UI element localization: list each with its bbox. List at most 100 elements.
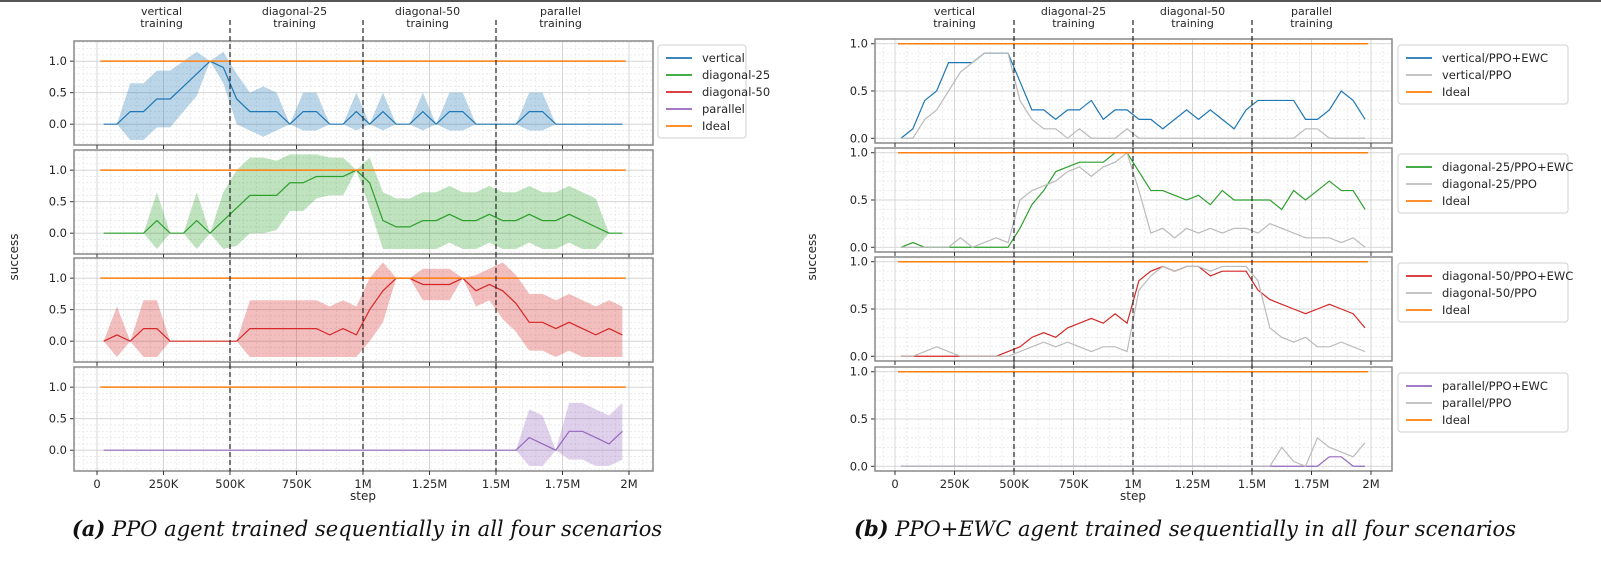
y-tick-label: 0.5 [850, 412, 868, 426]
y-tick-label: 1.0 [49, 380, 67, 394]
legend-label: Ideal [1442, 413, 1470, 427]
legend-box [1397, 262, 1569, 323]
y-tick-label: 0.5 [49, 412, 67, 426]
x-tick-label: 1M [354, 477, 371, 491]
y-tick-label: 1.0 [49, 54, 67, 68]
phase-label: training [1290, 17, 1333, 30]
legend-label: parallel/PPO [1442, 396, 1512, 410]
legend-label: diagonal-25/PPO+EWC [1442, 160, 1573, 174]
legend: vertical/PPO+EWC vertical/PPO Ideal [1397, 44, 1569, 105]
caption-b-tag: (b) [854, 516, 889, 541]
phase-label: vertical [934, 5, 975, 18]
phase-label: vertical [141, 5, 182, 18]
y-tick-label: 1.0 [49, 163, 67, 177]
phase-label: diagonal-25 [262, 5, 327, 18]
phase-label: diagonal-25 [1041, 5, 1106, 18]
phase-label: diagonal-50 [1160, 5, 1225, 18]
phase-label: training [273, 17, 316, 30]
phase-label: diagonal-50 [395, 5, 460, 18]
x-tick-label: 250K [940, 477, 970, 491]
y-tick-label: 0.0 [850, 349, 868, 363]
x-tick-label: 2M [620, 477, 637, 491]
phase-label: training [1052, 17, 1095, 30]
chart-a: 0.0 0.5 1.0 vertical diagonal-25 diagonal-50 p… [7, 5, 770, 503]
x-tick-label: 0 [891, 477, 898, 491]
x-axis-label: step [350, 489, 376, 503]
legend-label: diagonal-50 [702, 85, 770, 99]
legend-label: diagonal-50/PPO [1442, 286, 1537, 300]
y-tick-label: 1.0 [850, 146, 868, 160]
x-tick-label: 1M [1124, 477, 1141, 491]
legend-label: vertical/PPO [1442, 68, 1512, 82]
caption-a-text: PPO agent trained sequentially in all fo… [112, 517, 663, 541]
phase-label: training [933, 17, 976, 30]
series-band-vertical [103, 51, 623, 140]
y-tick-label: 0.5 [49, 303, 67, 317]
phase-label: parallel [1291, 5, 1332, 18]
x-tick-label: 1.5M [1238, 477, 1266, 491]
caption-b: (b) PPO+EWC agent trained sequentially i… [854, 516, 1516, 541]
legend-label: diagonal-25/PPO [1442, 177, 1537, 191]
legend-label: Ideal [1442, 85, 1470, 99]
x-tick-label: 500K [215, 477, 245, 491]
legend-box [1397, 153, 1569, 214]
series-line-parallel [103, 430, 623, 451]
series-band-diagonal-25 [103, 154, 623, 249]
chart-b: 0.0 0.5 1.0 vertical/PPO+EWC vertical/PPO Ide… [805, 5, 1573, 503]
y-tick-label: 1.0 [850, 365, 868, 379]
panel-4: 0.0 0.5 1.0 0 250K 500K 750K 1M 1.25M 1.5M 1.75M 2M… [850, 365, 1569, 491]
y-tick-label: 0.5 [850, 193, 868, 207]
x-axis-label: step [1120, 489, 1146, 503]
legend-label: diagonal-50/PPO+EWC [1442, 269, 1573, 283]
legend-label: Ideal [702, 119, 730, 133]
y-tick-label: 0.0 [49, 226, 67, 240]
series-line-diagonal-25/PPO [900, 151, 1366, 248]
legend-box [1397, 44, 1569, 105]
x-tick-label: 1.75M [545, 477, 581, 491]
panel-3: 0.00.51.0diagonal-50/PPO+EWCdiagonal-50/… [850, 255, 1573, 365]
y-tick-label: 0.5 [49, 195, 67, 209]
series-line-parallel/PPO [900, 436, 1366, 468]
y-tick-label: 1.0 [850, 255, 868, 269]
x-tick-label: 250K [149, 477, 179, 491]
phase-label: training [140, 17, 183, 30]
top-border [0, 0, 1601, 2]
x-tick-label: 500K [999, 477, 1029, 491]
phase-label: parallel [540, 5, 581, 18]
legend-label: vertical/PPO+EWC [1442, 51, 1548, 65]
phase-label: training [406, 17, 449, 30]
y-tick-label: 1.0 [49, 271, 67, 285]
legend-label: parallel [702, 102, 745, 116]
series-line-diagonal-50 [103, 277, 623, 342]
y-tick-label: 0.0 [49, 334, 67, 348]
legend-label: diagonal-25 [702, 68, 770, 82]
caption-b-text: PPO+EWC agent trained sequentially in al… [895, 517, 1516, 541]
x-tick-label: 1.25M [1175, 477, 1211, 491]
legend: diagonal-50/PPO+EWC diagonal-50/PPO Ideal [1397, 262, 1573, 323]
x-tick-label: 1.75M [1294, 477, 1330, 491]
caption-a-tag: (a) [71, 516, 106, 541]
y-tick-label: 0.0 [850, 459, 868, 473]
panel-1: 0.0 0.5 1.0 vertical/PPO+EWC vertical/PPO Ide… [850, 37, 1569, 147]
legend-label: Ideal [1442, 194, 1470, 208]
x-tick-label: 750K [282, 477, 312, 491]
legend-box [657, 44, 747, 139]
x-tick-label: 1.25M [412, 477, 448, 491]
series-line-diagonal-25/PPO+EWC [900, 152, 1366, 248]
legend: vertical diagonal-25 diagonal-50 parallel Id… [657, 44, 770, 139]
y-tick-label: 0.0 [850, 131, 868, 145]
x-tick-label: 2M [1362, 477, 1379, 491]
y-tick-label: 0.5 [850, 302, 868, 316]
legend-label: Ideal [1442, 303, 1470, 317]
legend-label: parallel/PPO+EWC [1442, 379, 1548, 393]
y-tick-label: 0.5 [850, 84, 868, 98]
phase-label: training [539, 17, 582, 30]
phase-label: training [1171, 17, 1214, 30]
y-tick-label: 0.5 [49, 86, 67, 100]
y-tick-label: 0.0 [850, 240, 868, 254]
y-tick-label: 0.0 [49, 443, 67, 457]
series-band-parallel [103, 402, 623, 466]
legend: diagonal-25/PPO+EWC diagonal-25/PPO Ideal [1397, 153, 1573, 214]
y-tick-label: 1.0 [850, 37, 868, 51]
